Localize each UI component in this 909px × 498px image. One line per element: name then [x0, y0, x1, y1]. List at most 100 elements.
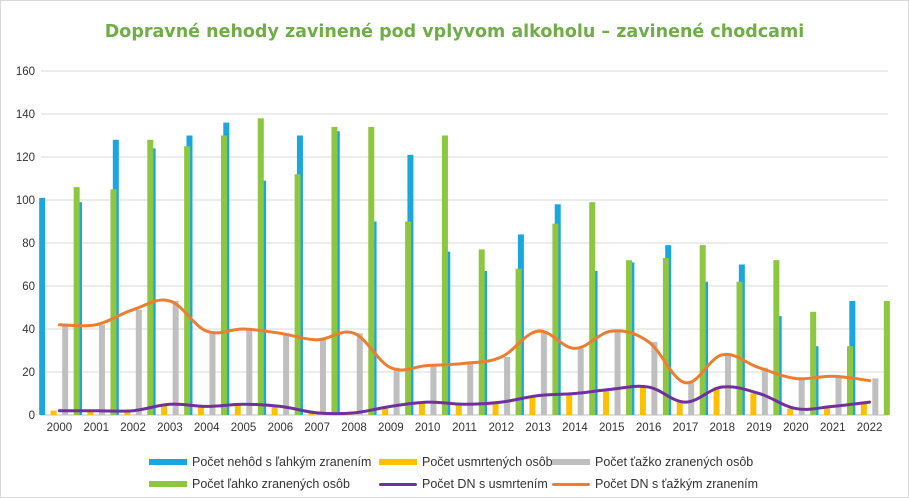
legend-label: Počet ťažko zranených osôb: [595, 455, 754, 469]
bar-Počet-nehôd-s-ľahkým-zranením: [39, 197, 46, 415]
legend-swatch: [149, 459, 187, 465]
bar-Počet-usmrtených-osôb: [603, 389, 610, 415]
x-tick-label: 2004: [194, 422, 220, 434]
x-tick-label: 2013: [525, 422, 551, 434]
x-tick-label: 2022: [857, 422, 883, 434]
y-tick-label: 40: [22, 324, 35, 336]
chart-title: Dopravné nehody zavinené pod vplyvom alk…: [104, 22, 805, 42]
bar-Počet-ľahko-zranených-osôb: [883, 301, 890, 415]
bar-Počet-usmrtených-osôb: [713, 387, 720, 415]
bar-Počet-ťažko-zranených-osôb: [135, 309, 142, 415]
bar-Počet-ťažko-zranených-osôb: [614, 331, 621, 415]
x-tick-label: 2011: [452, 422, 477, 434]
bar-Počet-usmrtených-osôb: [787, 408, 794, 415]
legend-item: Počet DN s usmrtením: [379, 477, 548, 491]
bar-Počet-ťažko-zranených-osôb: [246, 329, 253, 415]
legend-swatch: [379, 459, 417, 465]
bar-Počet-usmrtených-osôb: [566, 393, 573, 415]
legend-swatch: [149, 481, 187, 487]
x-tick-label: 2016: [636, 422, 662, 434]
bar-Počet-ľahko-zranených-osôb: [699, 245, 706, 415]
x-tick-label: 2003: [157, 422, 183, 434]
y-tick-label: 20: [22, 367, 35, 379]
legend-label: Počet DN s usmrtením: [422, 477, 548, 491]
x-tick-label: 2018: [709, 422, 735, 434]
bar-Počet-usmrtených-osôb: [824, 406, 831, 415]
legend-item: Počet nehôd s ľahkým zranením: [149, 455, 371, 469]
bar-Počet-ťažko-zranených-osôb: [688, 382, 695, 415]
y-tick-label: 60: [22, 281, 35, 293]
bar-Počet-ľahko-zranených-osôb: [73, 187, 80, 415]
y-tick-label: 80: [22, 238, 35, 250]
bar-Počet-ťažko-zranených-osôb: [62, 324, 69, 415]
bar-Počet-ťažko-zranených-osôb: [540, 331, 547, 415]
bar-Počet-ľahko-zranených-osôb: [589, 202, 596, 415]
x-tick-label: 2008: [341, 422, 367, 434]
y-tick-label: 0: [29, 410, 35, 422]
bar-Počet-usmrtených-osôb: [382, 406, 389, 415]
bar-Počet-ťažko-zranených-osôb: [798, 378, 805, 415]
bar-Počet-ľahko-zranených-osôb: [810, 311, 817, 415]
bar-Počet-ľahko-zranených-osôb: [405, 221, 412, 415]
bar-Počet-usmrtených-osôb: [492, 402, 499, 415]
bar-Počet-ľahko-zranených-osôb: [331, 126, 338, 416]
bar-Počet-usmrtených-osôb: [308, 412, 315, 415]
legend-label: Počet DN s ťažkým zranením: [595, 477, 759, 491]
bar-Počet-usmrtených-osôb: [197, 406, 204, 415]
x-tick-label: 2009: [378, 422, 404, 434]
bar-Počet-ťažko-zranených-osôb: [872, 378, 879, 415]
bar-Počet-ľahko-zranených-osôb: [626, 260, 633, 415]
x-tick-label: 2010: [415, 422, 441, 434]
x-tick-label: 2005: [231, 422, 257, 434]
x-tick-label: 2021: [820, 422, 846, 434]
bar-Počet-ľahko-zranených-osôb: [773, 260, 780, 415]
x-tick-label: 2001: [83, 422, 109, 434]
line-Počet-DN-s-ťažkým-zranením: [57, 298, 872, 385]
bar-Počet-ľahko-zranených-osôb: [110, 189, 117, 415]
x-tick-label: 2002: [120, 422, 146, 434]
bar-Počet-ľahko-zranených-osôb: [441, 135, 448, 415]
x-tick-label: 2006: [268, 422, 294, 434]
bar-Počet-usmrtených-osôb: [455, 404, 462, 415]
bar-Počet-ťažko-zranených-osôb: [504, 356, 511, 415]
y-tick-label: 160: [16, 66, 35, 78]
bar-Počet-ťažko-zranených-osôb: [577, 348, 584, 415]
bar-Počet-ľahko-zranených-osôb: [147, 139, 154, 416]
legend-item: Počet ťažko zranených osôb: [552, 455, 753, 469]
bar-Počet-ťažko-zranených-osôb: [319, 339, 326, 415]
bar-Počet-ľahko-zranených-osôb: [736, 281, 743, 415]
bar-Počet-ťažko-zranených-osôb: [393, 367, 400, 415]
legend-item: Počet DN s ťažkým zranením: [552, 477, 758, 491]
bar-Počet-usmrtených-osôb: [87, 410, 94, 415]
bar-Počet-ťažko-zranených-osôb: [172, 301, 179, 415]
bar-Počet-ťažko-zranených-osôb: [209, 331, 216, 415]
bar-Počet-ľahko-zranených-osôb: [184, 146, 191, 415]
bar-Počet-ľahko-zranených-osôb: [294, 174, 301, 415]
bar-Počet-usmrtených-osôb: [234, 404, 241, 415]
bar-Počet-ťažko-zranených-osôb: [725, 354, 732, 415]
x-tick-label: 2015: [599, 422, 625, 434]
bar-Počet-usmrtených-osôb: [124, 410, 131, 415]
bar-Počet-usmrtených-osôb: [418, 402, 425, 415]
legend-swatch: [552, 482, 590, 486]
bar-Počet-ľahko-zranených-osôb: [478, 249, 485, 415]
bar-Počet-usmrtených-osôb: [639, 387, 646, 415]
x-tick-label: 2007: [304, 422, 330, 434]
y-tick-label: 100: [16, 195, 35, 207]
bar-Počet-ľahko-zranených-osôb: [662, 258, 669, 415]
x-tick-label: 2012: [489, 422, 515, 434]
bar-Počet-ťažko-zranených-osôb: [283, 333, 290, 415]
bar-Počet-ľahko-zranených-osôb: [552, 223, 559, 415]
bar-Počet-ľahko-zranených-osôb: [847, 346, 854, 415]
bar-Počet-ťažko-zranených-osôb: [835, 376, 842, 415]
x-tick-label: 2014: [562, 422, 588, 434]
x-tick-label: 2017: [673, 422, 699, 434]
y-tick-label: 120: [16, 152, 35, 164]
bar-Počet-usmrtených-osôb: [50, 410, 57, 415]
bar-Počet-ľahko-zranených-osôb: [368, 126, 375, 416]
legend-label: Počet usmrtených osôb: [422, 455, 553, 469]
bar-Počet-ľahko-zranených-osôb: [257, 118, 264, 416]
bar-Počet-ťažko-zranených-osôb: [98, 324, 105, 415]
legend-swatch: [379, 482, 417, 486]
legend-swatch: [552, 459, 590, 465]
